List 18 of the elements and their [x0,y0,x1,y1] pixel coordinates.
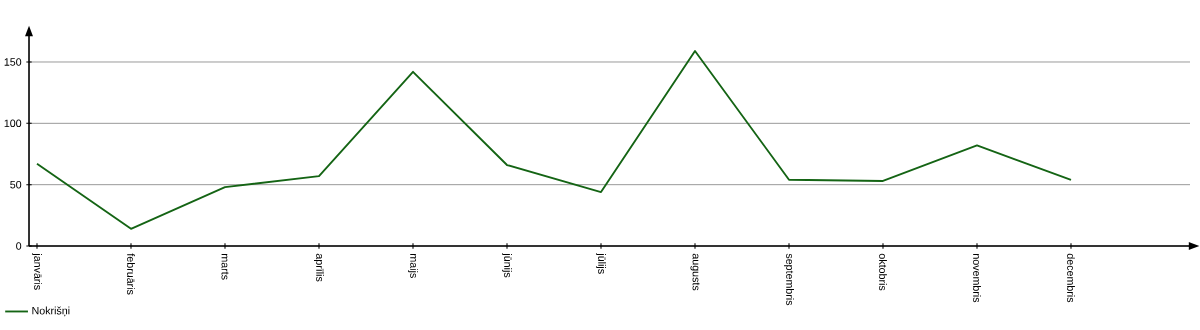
x-tick-label: oktobris [879,253,887,291]
line-series [36,50,1072,230]
x-tick-label: decembris [1067,253,1075,303]
y-tick-label: 50 [10,180,22,189]
x-tick-label: novembris [973,254,981,303]
y-tick-label: 150 [4,58,22,66]
x-tick-label: aprīlis [314,253,324,282]
y-tick-label: 100 [4,119,22,128]
x-tick-label: maijs [408,254,418,278]
x-tick-label: augusts [690,253,700,291]
x-tick-label: jūnijs [502,253,512,278]
y-tick-label: 0 [16,242,22,250]
x-tick-label: jūlijs [596,253,606,274]
legend-label: Nokrišņi [32,306,70,317]
x-tick-label: janvāris [32,253,42,290]
x-tick-label: februāris [127,253,135,295]
x-tick-label: marts [221,254,229,280]
x-tick-label: septembris [784,253,794,306]
